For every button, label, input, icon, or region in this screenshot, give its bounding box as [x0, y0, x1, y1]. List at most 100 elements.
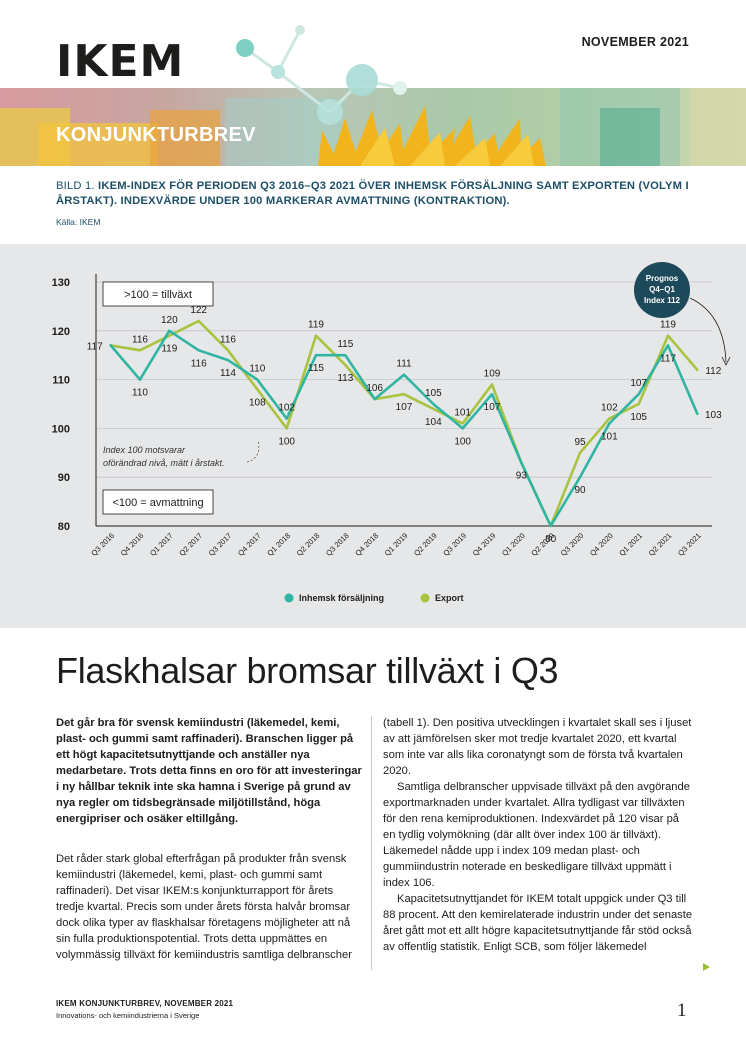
index-note-pointer [246, 439, 260, 463]
x-tick-label: Q3 2018 [324, 531, 351, 558]
x-tick-label: Q3 2021 [676, 531, 703, 558]
x-tick-label: Q4 2019 [471, 531, 498, 558]
x-tick-label: Q3 2019 [441, 531, 468, 558]
continue-arrow-icon[interactable] [703, 963, 710, 971]
data-label-domestic: 100 [454, 436, 471, 447]
x-tick-label: Q2 2019 [412, 531, 439, 558]
data-label-export: 119 [308, 320, 324, 331]
x-tick-label: Q1 2019 [383, 531, 410, 558]
x-tick-label: Q2 2018 [295, 531, 322, 558]
article-headline: Flaskhalsar bromsar tillväxt i Q3 [56, 650, 559, 691]
legend-marker [284, 593, 294, 603]
figure-source: Källa: IKEM [56, 217, 101, 227]
data-label-export: 107 [396, 402, 413, 413]
x-tick-label: Q1 2020 [500, 531, 527, 558]
data-label-domestic: 103 [705, 410, 722, 421]
y-tick-label: 100 [52, 423, 70, 435]
data-label-domestic: 105 [425, 388, 442, 399]
x-tick-label: Q1 2017 [148, 531, 175, 558]
chart-panel: 80 90 100 110 120 130 Q3 2016 Q4 2016 Q1 2017 Q2 … [0, 244, 746, 628]
data-label-export: 100 [278, 436, 295, 447]
data-label-domestic: 101 [601, 432, 618, 443]
article-column-right: (tabell 1). Den positiva utvecklingen i … [383, 715, 693, 955]
header-banner-image [0, 88, 746, 166]
figure-label: BILD 1. [56, 180, 95, 192]
series-line [109, 329, 699, 528]
report-date: NOVEMBER 2021 [581, 35, 689, 49]
y-tick-label: 80 [58, 521, 70, 533]
article-lead: Det går bra för svensk kemiindustri (läk… [56, 717, 362, 825]
growth-annotation-text: >100 = tillväxt [124, 289, 192, 301]
forecast-badge-text: Index 112 [644, 296, 681, 305]
data-label-domestic: 116 [191, 358, 207, 369]
footer-title: IKEM KONJUNKTURBREV, NOVEMBER 2021 [56, 999, 234, 1008]
data-label-export: 119 [660, 320, 676, 331]
figure-caption: BILD 1. IKEM-INDEX FÖR PERIODEN Q3 2016–… [56, 179, 706, 209]
data-label-domestic: 111 [396, 359, 412, 370]
molecule-graphic [236, 25, 407, 125]
legend-label: Inhemsk försäljning [299, 593, 384, 603]
series-line [109, 319, 699, 528]
y-tick-label: 130 [52, 277, 70, 289]
data-label-domestic: 114 [220, 368, 236, 379]
x-tick-label: Q1 2018 [265, 531, 292, 558]
data-label-export: 104 [425, 417, 442, 428]
data-label-domestic: 102 [278, 403, 295, 414]
y-tick-label: 120 [52, 326, 70, 338]
data-label-export: 116 [220, 334, 236, 345]
slowdown-annotation-box [102, 489, 214, 515]
x-tick-label: Q4 2016 [119, 531, 146, 558]
index-note-text: oförändrad nivå, mätt i årstakt. [103, 458, 225, 468]
y-tick-label: 110 [52, 375, 70, 387]
figure-title: IKEM-INDEX FÖR PERIODEN Q3 2016–Q3 2021 … [56, 180, 689, 207]
x-tick-label: Q4 2018 [353, 531, 380, 558]
growth-annotation-box [102, 281, 214, 307]
x-tick-label: Q3 2017 [207, 531, 234, 558]
data-label-domestic: 90 [574, 485, 586, 496]
data-label-export: 95 [574, 437, 586, 448]
data-label-domestic: 110 [132, 388, 148, 399]
ikem-logo: IKEM [56, 36, 185, 87]
data-label: 117 [87, 341, 103, 352]
banner-artwork [0, 88, 746, 166]
data-label: 106 [366, 383, 383, 394]
article-paragraph: (tabell 1). Den positiva utvecklingen i … [383, 717, 692, 777]
legend-marker [420, 593, 430, 603]
data-label-export: 112 [705, 366, 721, 377]
x-tick-label: Q1 2021 [617, 531, 644, 558]
legend-label: Export [435, 593, 464, 603]
y-tick-label: 90 [58, 472, 70, 484]
data-label-domestic: 107 [484, 402, 501, 413]
data-label-export: 102 [601, 403, 618, 414]
x-tick-label: Q4 2017 [236, 531, 263, 558]
data-label-export: 122 [190, 305, 207, 316]
data-label-domestic: 107 [630, 378, 647, 389]
data-label-domestic: 115 [308, 363, 324, 374]
data-label-domestic: 115 [337, 339, 353, 350]
data-label-export: 101 [454, 408, 471, 419]
article-paragraph: Samtliga delbranscher uppvisade tillväxt… [383, 781, 690, 889]
data-label-export: 119 [161, 344, 177, 355]
data-label-export: 105 [630, 412, 647, 423]
forecast-badge-text: Q4–Q1 [649, 285, 675, 294]
data-label-export: 109 [484, 368, 501, 379]
page-header: IKEM NOVEMBER 2021 KONJUNKTURBREV [0, 0, 746, 166]
page-number: 1 [677, 1000, 687, 1021]
x-tick-label: Q4 2020 [588, 531, 615, 558]
x-tick-label: Q2 2017 [177, 531, 204, 558]
x-tick-label: Q3 2020 [559, 531, 586, 558]
data-label-domestic: 110 [249, 364, 265, 375]
column-divider [371, 716, 372, 970]
slowdown-annotation-text: <100 = avmattning [112, 497, 203, 509]
banner-title: KONJUNKTURBREV [56, 124, 256, 146]
article-paragraph: Det råder stark global efterfrågan på pr… [56, 853, 352, 961]
article-column-left: Det går bra för svensk kemiindustri (läk… [56, 715, 362, 963]
data-label-export: 113 [337, 373, 353, 384]
forecast-badge [634, 262, 690, 318]
x-tick-label: Q3 2016 [89, 531, 116, 558]
index-note-text: Index 100 motsvarar [103, 445, 186, 455]
data-label-export: 116 [132, 334, 148, 345]
data-label-domestic: 120 [161, 315, 178, 326]
data-label: 93 [516, 471, 528, 482]
